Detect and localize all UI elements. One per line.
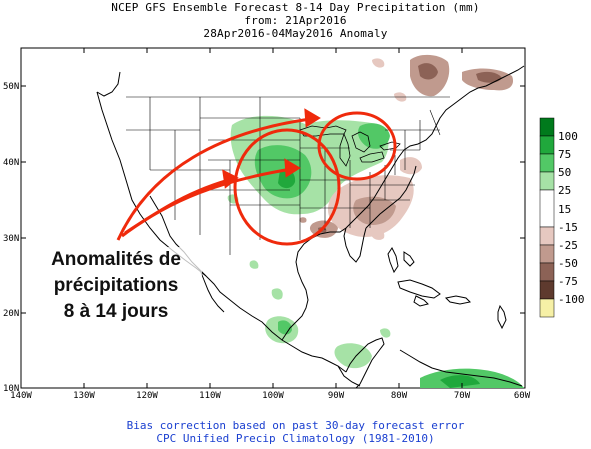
lat-label: 20N <box>3 309 19 319</box>
lat-label: 30N <box>3 234 19 244</box>
annotation-highlight <box>116 108 397 246</box>
legend-swatch <box>539 244 555 264</box>
legend-swatch <box>539 171 555 191</box>
lat-labels: 50N 40N 30N 20N 10N <box>3 82 19 394</box>
state-borders <box>126 96 450 255</box>
lat-label: 50N <box>3 82 19 92</box>
legend-level: 15 <box>558 203 571 216</box>
lon-label: 60W <box>514 391 531 401</box>
annotation-arrow <box>116 116 319 241</box>
legend-swatch <box>539 262 555 282</box>
dry-anomaly-areas <box>299 54 514 240</box>
legend-swatch <box>539 189 555 228</box>
map-title: NCEP GFS Ensemble Forecast 8-14 Day Prec… <box>111 1 480 14</box>
legend-level: -25 <box>558 239 578 252</box>
legend-level: -50 <box>558 257 578 270</box>
legend-level: -15 <box>558 221 578 234</box>
lon-label: 140W <box>10 391 32 401</box>
arrow-head <box>304 108 321 128</box>
axis-ticks <box>21 48 525 388</box>
lon-label: 80W <box>391 391 408 401</box>
legend-swatch <box>539 226 555 246</box>
annotation-line: Anomalités de <box>51 249 181 270</box>
legend-swatch <box>539 117 555 137</box>
wet-anomaly-areas <box>227 115 524 388</box>
legend-swatch <box>539 298 555 318</box>
lat-label: 40N <box>3 158 19 168</box>
lon-label: 100W <box>262 391 284 401</box>
highlight-circle-great-lakes <box>317 111 397 181</box>
forecast-issue-date: from: 21Apr2016 <box>244 14 347 27</box>
legend: 100 75 50 25 15 -15 -25 -50 -75 -100 <box>539 117 585 318</box>
forecast-period: 28Apr2016-04May2016 Anomaly <box>203 27 388 40</box>
lon-label: 120W <box>136 391 158 401</box>
legend-level: 75 <box>558 148 571 161</box>
legend-level: 25 <box>558 184 571 197</box>
lon-label: 110W <box>199 391 221 401</box>
highlight-circle-plains <box>233 128 341 246</box>
annotation-line: 8 à 14 jours <box>63 301 169 322</box>
annotation-label: Anomalités de précipitations 8 à 14 jour… <box>30 247 202 325</box>
legend-level: -75 <box>558 275 578 288</box>
lon-label: 70W <box>454 391 471 401</box>
footer-climatology-note: CPC Unified Precip Climatology (1981-201… <box>156 432 435 445</box>
lon-labels: 140W 130W 120W 110W 100W 90W 80W 70W 60W <box>10 391 531 401</box>
footer-bias-note: Bias correction based on past 30-day for… <box>126 419 465 432</box>
arrow-head <box>284 158 301 178</box>
annotation-arrow <box>124 176 237 235</box>
legend-swatch <box>539 280 555 300</box>
legend-level: 50 <box>558 166 571 179</box>
legend-swatch <box>539 153 555 173</box>
lon-label: 90W <box>328 391 345 401</box>
lon-label: 130W <box>73 391 95 401</box>
annotation-line: précipitations <box>53 275 179 296</box>
legend-level: -100 <box>558 293 585 306</box>
lat-label: 10N <box>3 384 19 394</box>
legend-level: 100 <box>558 130 578 143</box>
legend-swatch <box>539 135 555 155</box>
arrow-head <box>222 169 239 189</box>
